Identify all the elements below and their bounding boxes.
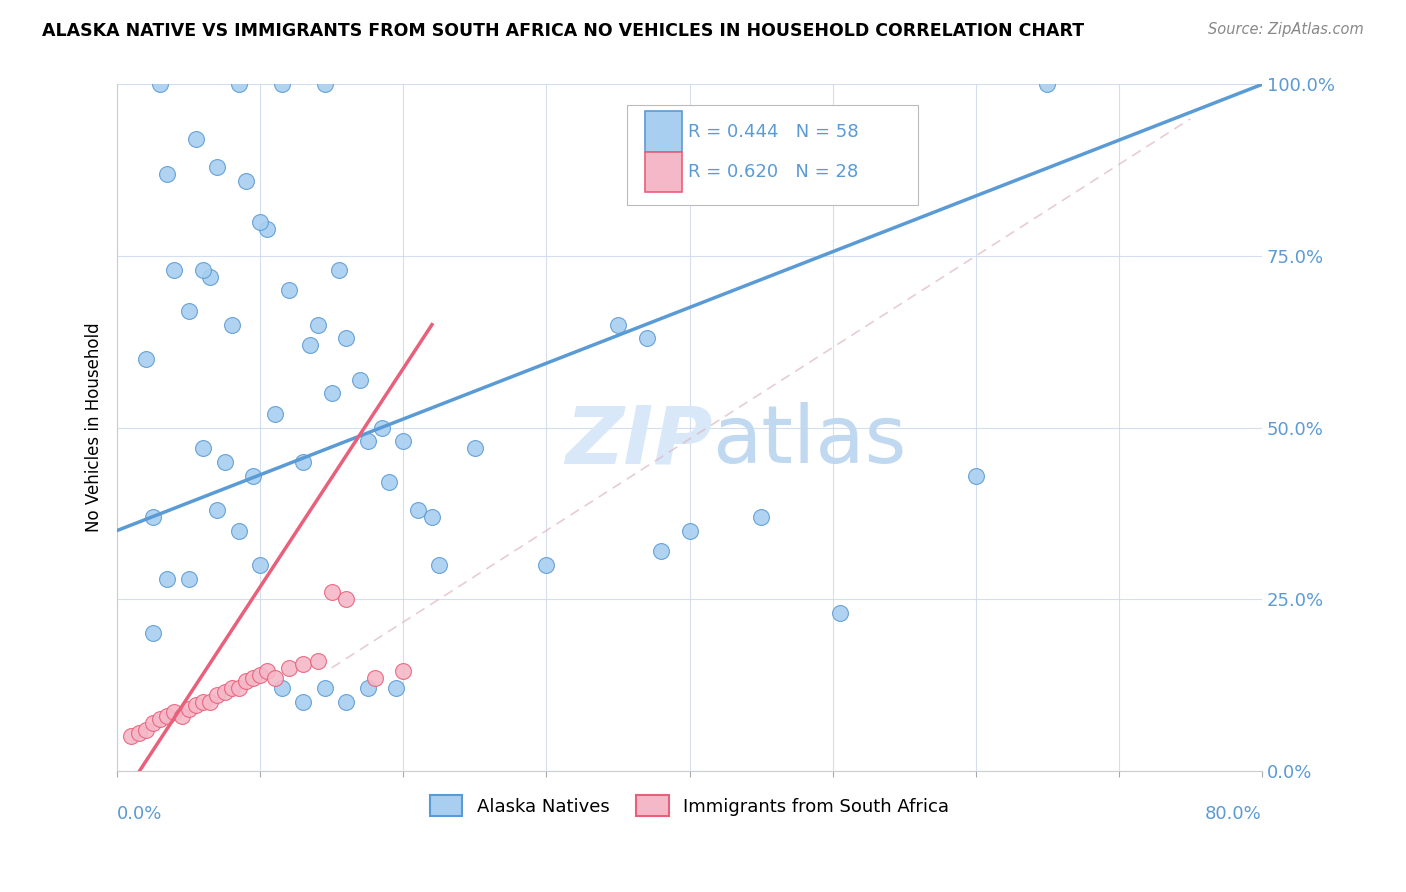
Point xyxy=(198,269,221,284)
Point xyxy=(249,667,271,681)
Point xyxy=(314,78,336,92)
FancyBboxPatch shape xyxy=(645,152,682,192)
Text: Source: ZipAtlas.com: Source: ZipAtlas.com xyxy=(1208,22,1364,37)
Point xyxy=(749,509,772,524)
Legend: Alaska Natives, Immigrants from South Africa: Alaska Natives, Immigrants from South Af… xyxy=(422,789,956,823)
FancyBboxPatch shape xyxy=(645,112,682,152)
Text: 0.0%: 0.0% xyxy=(117,805,163,823)
Point xyxy=(235,674,257,689)
Point xyxy=(207,160,229,174)
Point xyxy=(464,441,486,455)
Point xyxy=(184,698,207,713)
Point xyxy=(427,558,450,572)
Point xyxy=(142,509,165,524)
Y-axis label: No Vehicles in Household: No Vehicles in Household xyxy=(86,323,103,533)
Point xyxy=(536,558,558,572)
Point xyxy=(191,441,214,455)
Point xyxy=(121,730,143,744)
Point xyxy=(242,468,264,483)
Point xyxy=(249,558,271,572)
Point xyxy=(371,420,394,434)
Point xyxy=(221,681,243,696)
Point xyxy=(420,509,443,524)
Point xyxy=(214,685,236,699)
Point xyxy=(163,262,186,277)
Point xyxy=(277,283,299,297)
Point xyxy=(292,695,315,709)
Point xyxy=(636,331,658,345)
Point xyxy=(828,606,851,620)
Point xyxy=(135,351,157,366)
Point xyxy=(256,221,278,235)
Text: R = 0.444   N = 58: R = 0.444 N = 58 xyxy=(689,122,859,141)
Point xyxy=(207,688,229,702)
Point xyxy=(256,664,278,678)
Point xyxy=(235,173,257,187)
Point xyxy=(228,524,250,538)
Text: R = 0.620   N = 28: R = 0.620 N = 28 xyxy=(689,163,859,181)
Text: ALASKA NATIVE VS IMMIGRANTS FROM SOUTH AFRICA NO VEHICLES IN HOUSEHOLD CORRELATI: ALASKA NATIVE VS IMMIGRANTS FROM SOUTH A… xyxy=(42,22,1084,40)
Point xyxy=(198,695,221,709)
Point xyxy=(177,572,200,586)
FancyBboxPatch shape xyxy=(627,105,918,204)
Point xyxy=(321,386,343,401)
Point xyxy=(191,262,214,277)
Point xyxy=(349,372,371,386)
Point xyxy=(965,468,987,483)
Point xyxy=(356,434,378,449)
Point xyxy=(307,654,329,668)
Point xyxy=(184,132,207,146)
Point xyxy=(335,695,357,709)
Point xyxy=(378,475,401,490)
Point xyxy=(228,681,250,696)
Point xyxy=(292,657,315,672)
Point xyxy=(177,702,200,716)
Point xyxy=(1036,78,1059,92)
Point xyxy=(207,503,229,517)
Point xyxy=(177,304,200,318)
Point xyxy=(292,455,315,469)
Point xyxy=(314,681,336,696)
Point xyxy=(678,524,700,538)
Point xyxy=(392,434,415,449)
Point xyxy=(149,78,172,92)
Point xyxy=(221,318,243,332)
Point xyxy=(321,585,343,599)
Point xyxy=(650,544,672,558)
Text: ZIP: ZIP xyxy=(565,402,713,480)
Point xyxy=(135,723,157,737)
Point xyxy=(263,671,285,685)
Point xyxy=(385,681,408,696)
Point xyxy=(170,708,193,723)
Point xyxy=(307,318,329,332)
Point xyxy=(299,338,322,352)
Point xyxy=(607,318,630,332)
Point xyxy=(249,215,271,229)
Point xyxy=(356,681,378,696)
Point xyxy=(270,681,292,696)
Point xyxy=(156,708,179,723)
Point xyxy=(270,78,292,92)
Text: 80.0%: 80.0% xyxy=(1205,805,1263,823)
Point xyxy=(228,78,250,92)
Point xyxy=(156,167,179,181)
Point xyxy=(364,671,387,685)
Point xyxy=(277,661,299,675)
Point xyxy=(406,503,429,517)
Point xyxy=(191,695,214,709)
Point xyxy=(163,706,186,720)
Point xyxy=(142,626,165,640)
Point xyxy=(156,572,179,586)
Point xyxy=(263,407,285,421)
Point xyxy=(128,726,150,740)
Point xyxy=(392,664,415,678)
Point xyxy=(142,715,165,730)
Point xyxy=(335,331,357,345)
Point xyxy=(328,262,350,277)
Text: atlas: atlas xyxy=(713,402,907,480)
Point xyxy=(149,712,172,726)
Point xyxy=(335,592,357,607)
Point xyxy=(242,671,264,685)
Point xyxy=(214,455,236,469)
